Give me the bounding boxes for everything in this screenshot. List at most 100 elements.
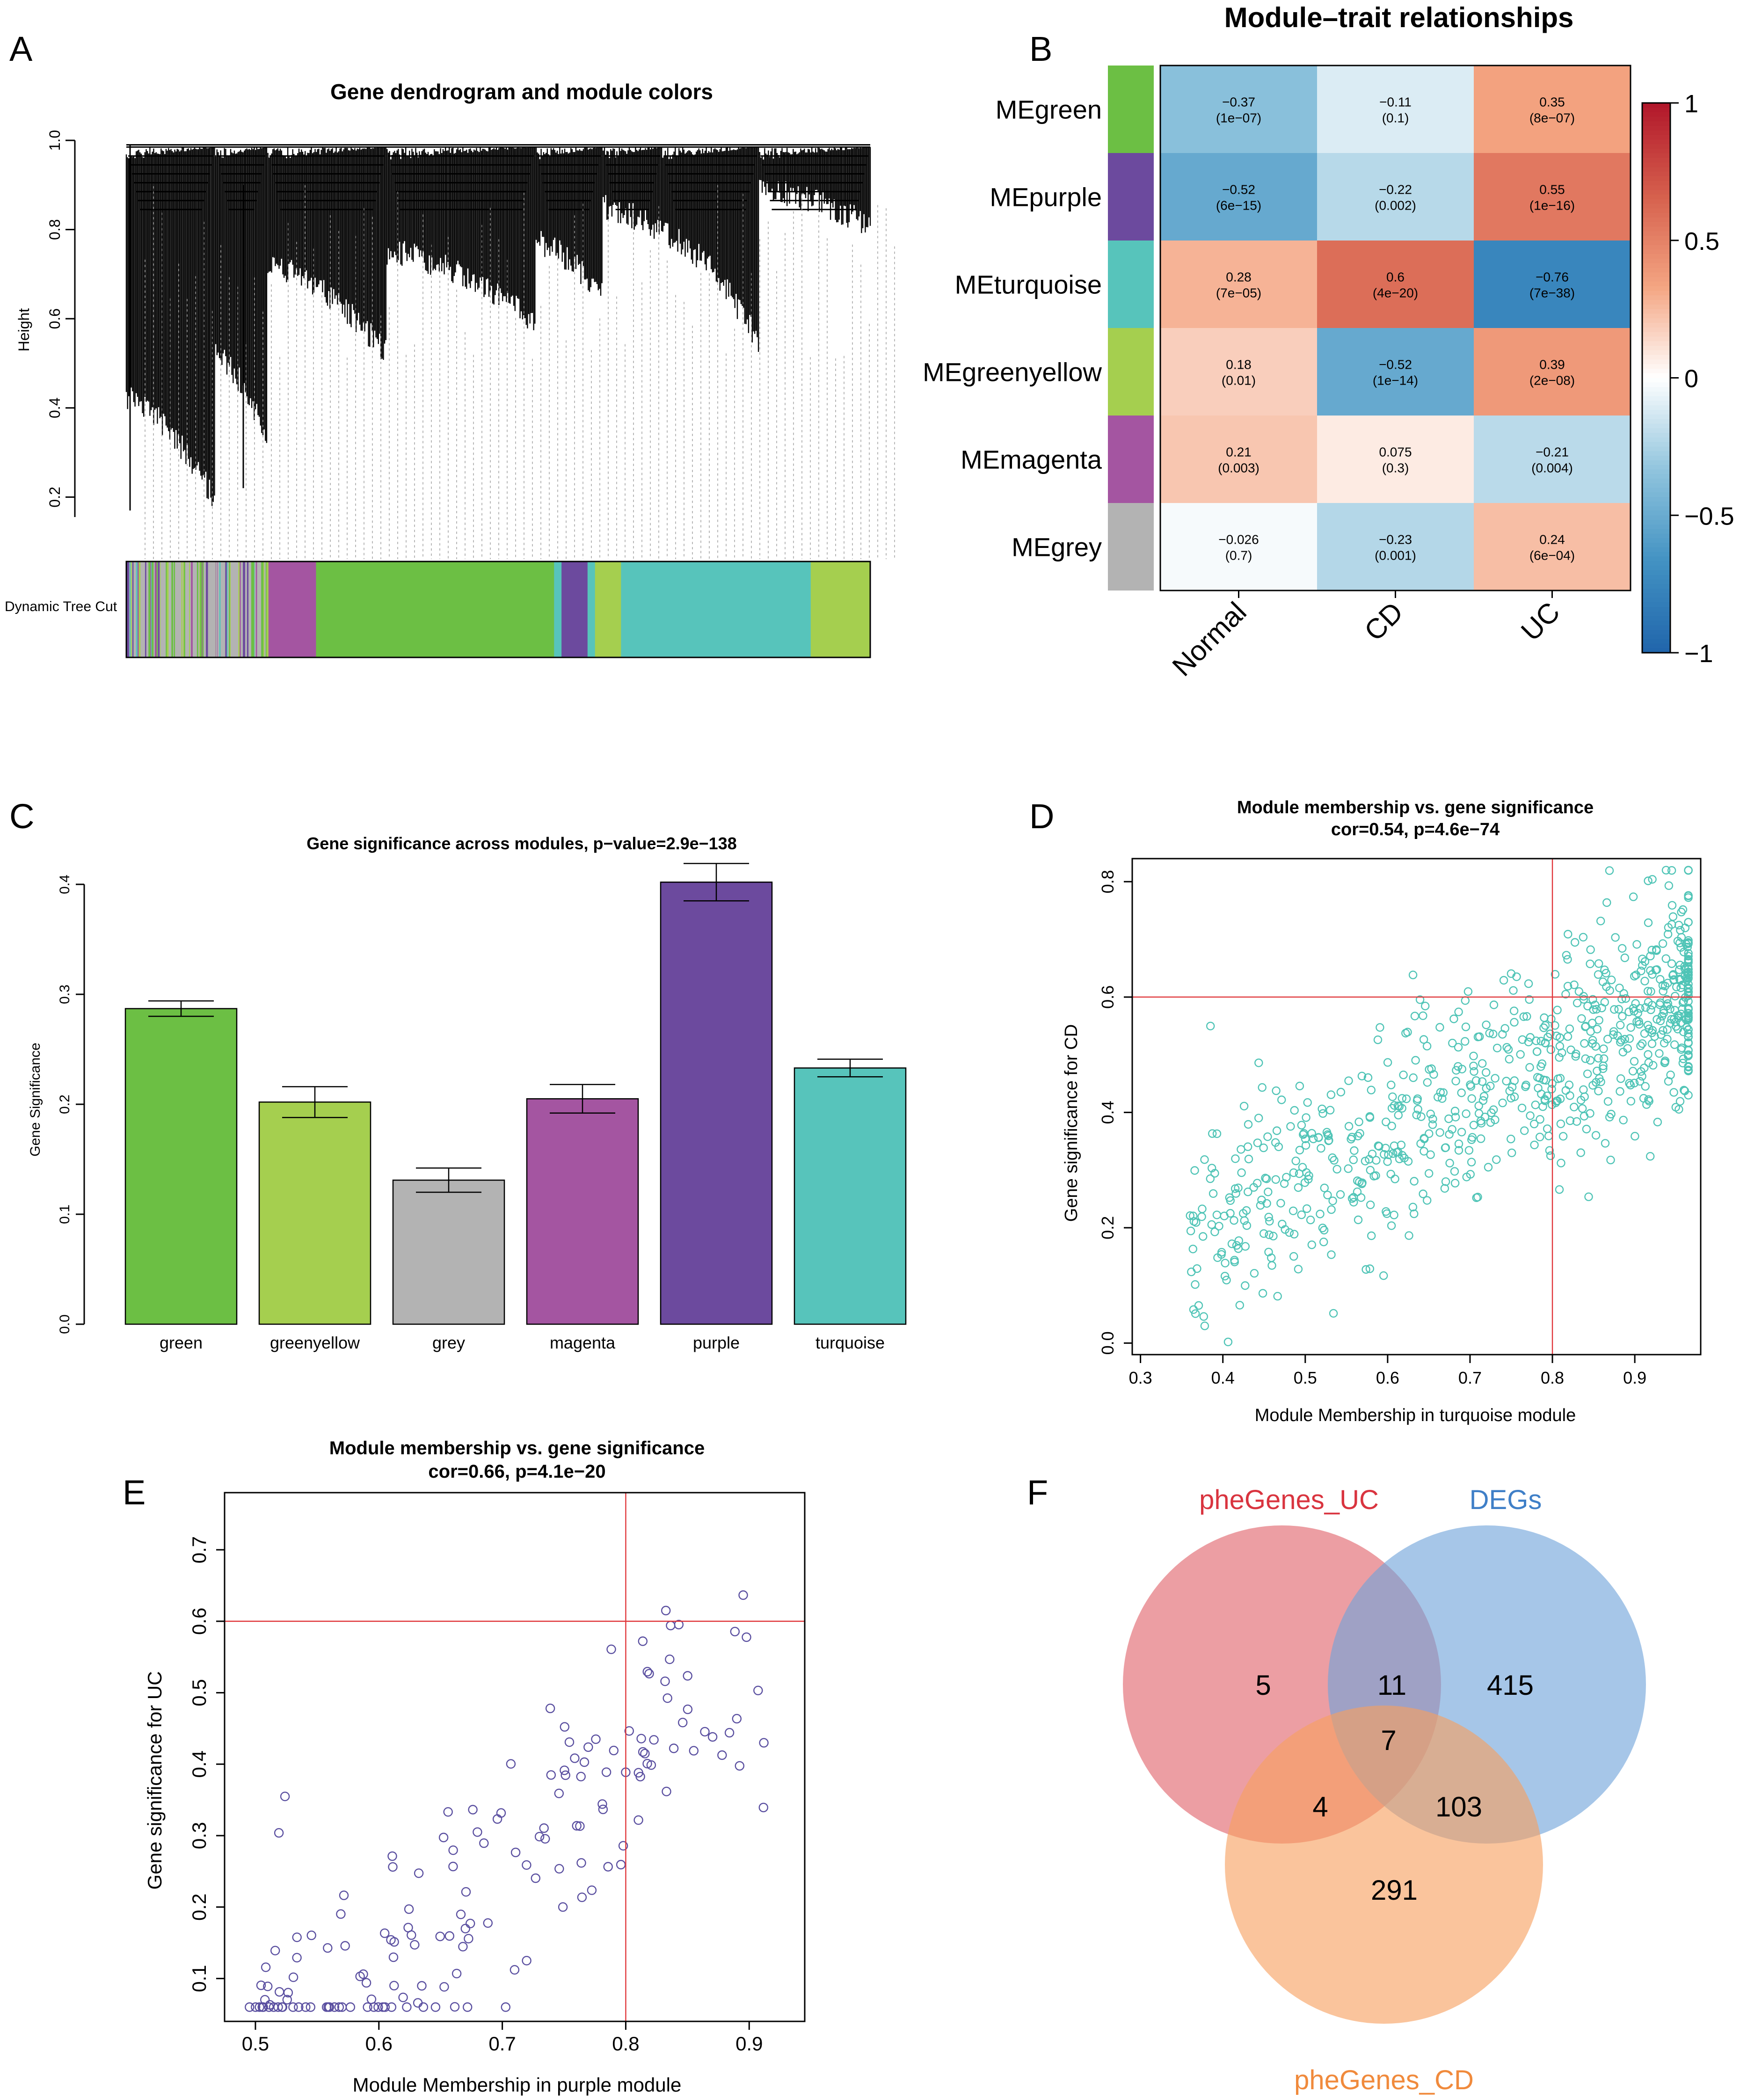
colorbar-step — [1642, 442, 1670, 447]
scatter-point — [1655, 1049, 1664, 1058]
heatmap-cell-pvalue: (2e−08) — [1529, 373, 1575, 388]
colorbar-step — [1642, 231, 1670, 236]
scatter-point — [522, 1860, 531, 1870]
scatter-point — [1281, 1225, 1289, 1234]
scatter-point — [1536, 1115, 1544, 1124]
scatter-point — [1336, 1190, 1345, 1199]
y-tick-label: 0.4 — [1098, 1101, 1117, 1124]
colorbar-step — [1642, 630, 1670, 635]
scatter-point — [418, 2002, 429, 2012]
dendrogram-leaf-guides — [145, 185, 895, 559]
scatter-point — [576, 1772, 586, 1782]
heatmap-cell-value: −0.026 — [1218, 532, 1259, 547]
scatter-point — [1265, 1230, 1274, 1240]
panel-letter-c: C — [9, 797, 34, 836]
scatter-point — [1277, 1095, 1286, 1104]
scatter-point — [1656, 1030, 1666, 1039]
scatter-point — [1445, 1159, 1454, 1167]
scatter-point — [1670, 992, 1680, 1001]
scatter-point — [1226, 1209, 1235, 1218]
colorbar-tick-label: 0 — [1684, 365, 1698, 393]
scatter-point — [1659, 1026, 1667, 1035]
scatter-point — [560, 1722, 570, 1732]
scatter-point — [1262, 1199, 1271, 1208]
scatter-point — [531, 1873, 541, 1883]
scatter-point — [1638, 1072, 1646, 1081]
scatter-point — [1556, 1119, 1565, 1129]
heatmap-cell-pvalue: (0.004) — [1531, 461, 1573, 475]
scatter-point — [1258, 1289, 1267, 1298]
scatter-point — [1282, 1173, 1291, 1182]
scatter-point — [1589, 1005, 1598, 1014]
scatter-point — [1353, 1187, 1362, 1196]
scatter-point — [1189, 1305, 1198, 1314]
scatter-point — [461, 1887, 471, 1897]
scatter-point — [1541, 1039, 1550, 1048]
scatter-point — [479, 1838, 489, 1848]
scatter-point — [1472, 1193, 1481, 1202]
scatter-point — [1675, 1097, 1685, 1106]
scatter-point — [1664, 881, 1674, 890]
venn-set-label: pheGenes_UC — [1199, 1485, 1379, 1515]
colorbar-step — [1642, 291, 1670, 296]
scatter-e-subtitle: cor=0.66, p=4.1e−20 — [428, 1461, 605, 1482]
colorbar-stripe — [189, 561, 190, 657]
heatmap-col-label: CD — [1358, 596, 1409, 647]
scatter-point — [1670, 1040, 1679, 1049]
colorbar-step — [1642, 524, 1670, 530]
heatmap-row-color-green — [1108, 66, 1154, 153]
scatter-point — [1684, 949, 1693, 958]
scatter-point — [1498, 1098, 1507, 1108]
colorbar-stripe — [243, 561, 245, 657]
scatter-point — [1367, 1231, 1376, 1240]
scatter-point — [1450, 1167, 1459, 1176]
scatter-point — [1666, 1070, 1675, 1079]
module-trait-heatmap: MEgreen −0.37 (1e−07) −0.11 (0.1) 0.35 (8e−07)… — [923, 65, 1631, 682]
scatter-point — [1579, 995, 1588, 1004]
bar-y-tick-label: 0.2 — [57, 1094, 73, 1114]
scatter-point — [1412, 1110, 1421, 1120]
scatter-point — [1230, 1184, 1240, 1193]
scatter-point — [1208, 1129, 1217, 1138]
heatmap-row-color-greenyellow — [1108, 328, 1154, 416]
colorbar-step — [1642, 547, 1670, 553]
heatmap-cell-pvalue: (0.7) — [1225, 548, 1252, 563]
colorbar-step — [1642, 497, 1670, 502]
scatter-point — [1660, 1058, 1669, 1067]
scatter-point — [1543, 1091, 1551, 1101]
scatter-point — [1448, 1125, 1456, 1134]
scatter-point — [1344, 1164, 1353, 1173]
scatter-point — [430, 2002, 441, 2012]
scatter-point — [448, 1845, 458, 1855]
colorbar-step — [1642, 240, 1670, 246]
colorbar-step — [1642, 451, 1670, 456]
scatter-point — [1469, 1061, 1478, 1071]
heatmap-cell-pvalue: (0.003) — [1218, 461, 1259, 475]
venn-count-DEGs_CD: 103 — [1435, 1791, 1482, 1823]
scatter-point — [274, 1828, 284, 1838]
colorbar-step — [1642, 158, 1670, 163]
colorbar-step — [1642, 465, 1670, 470]
scatter-point — [1457, 1128, 1466, 1137]
colorbar-step — [1642, 428, 1670, 433]
heatmap-cell-value: 0.21 — [1226, 445, 1252, 459]
colorbar-step — [1642, 341, 1670, 346]
scatter-point — [1684, 997, 1693, 1006]
heatmap-cell-pvalue: (0.3) — [1382, 461, 1409, 475]
colorbar-step — [1642, 634, 1670, 640]
scatter-point — [1454, 1146, 1463, 1155]
colorbar-step — [1642, 204, 1670, 209]
scatter-point — [1675, 974, 1684, 984]
scatter-point — [389, 1981, 399, 1991]
scatter-point — [288, 2002, 298, 2012]
scatter-point — [1416, 1139, 1425, 1148]
scatter-point — [275, 1987, 284, 1997]
scatter-point — [1644, 1095, 1653, 1104]
scatter-point — [683, 1704, 693, 1714]
scatter-point — [294, 2002, 304, 2012]
scatter-point — [1679, 1054, 1688, 1064]
scatter-point — [1586, 1027, 1595, 1036]
scatter-point — [1684, 918, 1693, 927]
scatter-point — [1412, 1096, 1422, 1105]
colorbar-step — [1642, 208, 1670, 213]
